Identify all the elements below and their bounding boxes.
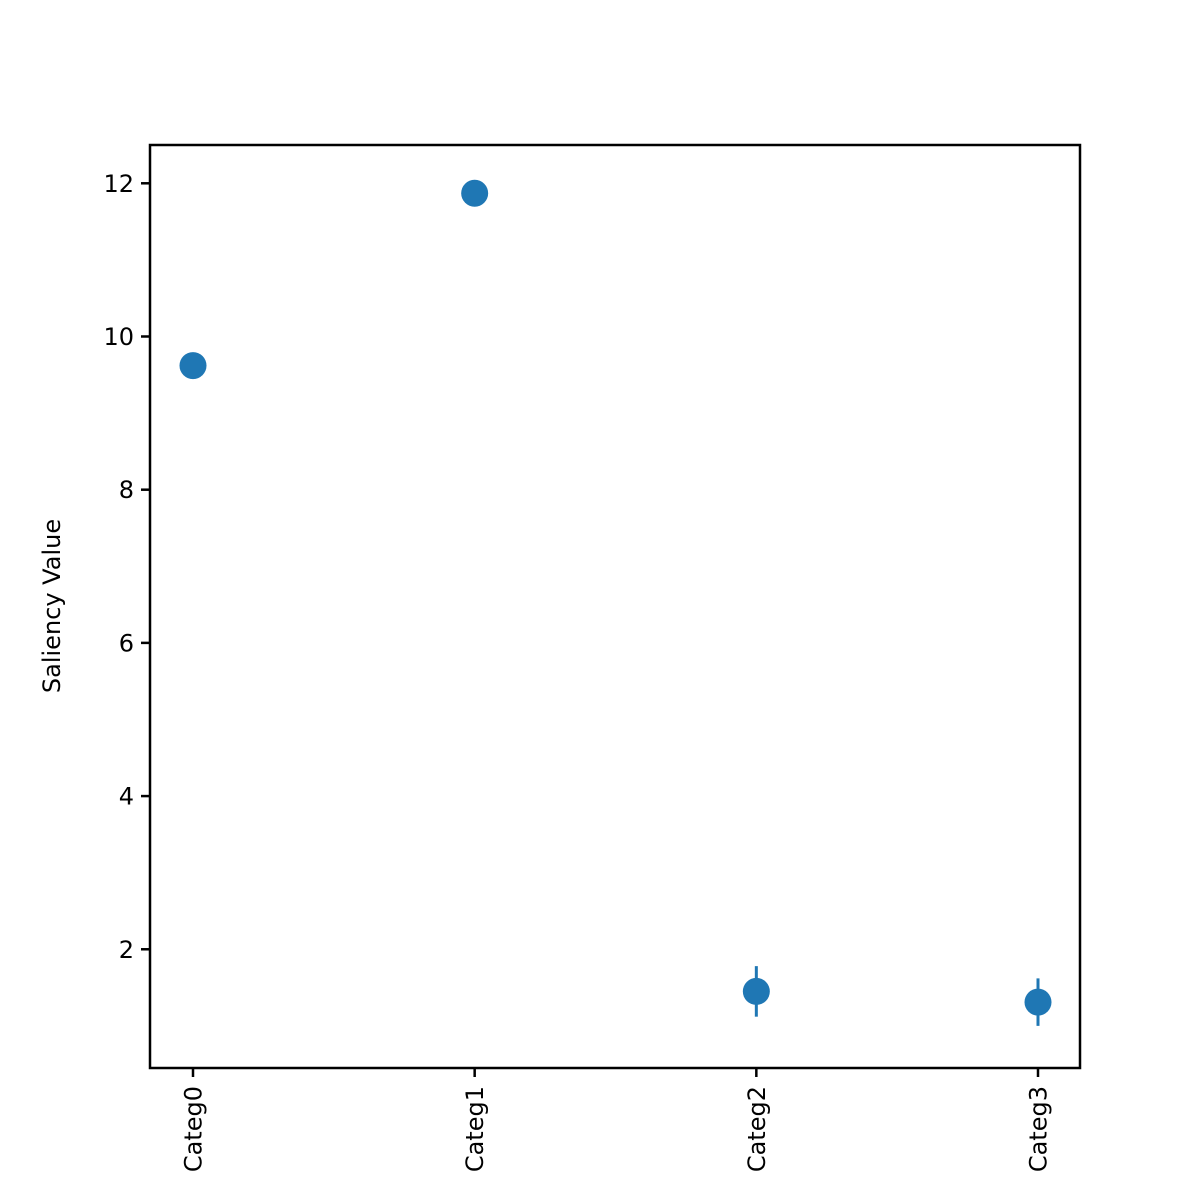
x-axis: Categ0 Categ1 Categ2 Categ3	[180, 1068, 1053, 1172]
x-tick-label: Categ2	[743, 1086, 771, 1172]
data-point-categ0	[179, 352, 207, 380]
y-axis: 2 4 6 8 10 12	[103, 170, 150, 964]
y-tick-label: 4	[119, 783, 134, 811]
y-tick-label: 2	[119, 936, 134, 964]
y-axis-label: Saliency Value	[38, 519, 66, 693]
y-tick-label: 10	[103, 323, 134, 351]
data-point-categ1	[461, 179, 489, 207]
y-tick-label: 8	[119, 476, 134, 504]
y-tick-label: 6	[119, 629, 134, 657]
plot-area-frame	[148, 143, 1082, 1070]
data-point-categ3	[1024, 988, 1052, 1016]
data-series	[179, 179, 1052, 1026]
y-tick-label: 12	[103, 170, 134, 198]
x-tick-label: Categ0	[180, 1086, 208, 1172]
data-point-categ2	[742, 977, 770, 1005]
x-tick-label: Categ1	[461, 1086, 489, 1172]
x-tick-label: Categ3	[1025, 1086, 1053, 1172]
